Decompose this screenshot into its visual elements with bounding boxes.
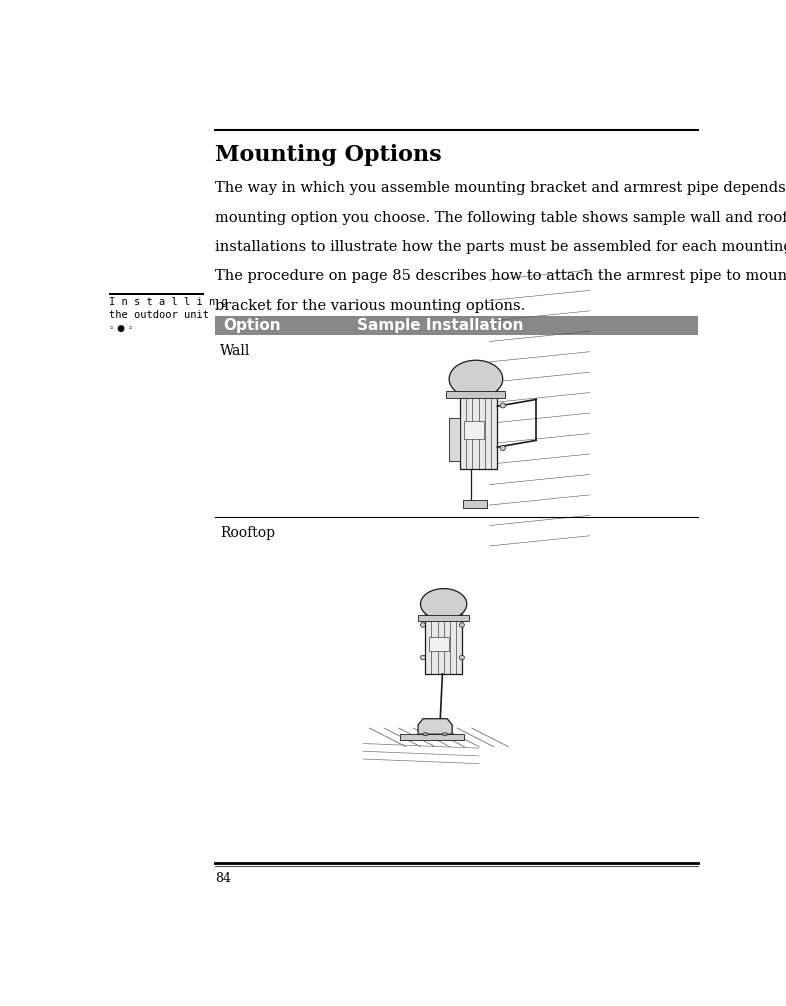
Text: the outdoor unit: the outdoor unit [109,310,209,320]
Text: The procedure on page 85 describes how to attach the armrest pipe to mounting: The procedure on page 85 describes how t… [215,270,786,284]
Bar [460,384,498,470]
Text: 84: 84 [215,872,231,885]
Text: The way in which you assemble mounting bracket and armrest pipe depends on the: The way in which you assemble mounting b… [215,181,786,195]
Text: bracket for the various mounting options.: bracket for the various mounting options… [215,299,526,313]
Polygon shape [418,718,452,734]
Bar [109,293,204,295]
Bar [418,615,469,621]
Ellipse shape [500,446,505,451]
Ellipse shape [421,623,425,628]
Bar [215,316,698,335]
Bar [464,421,484,440]
Bar [449,418,460,461]
Bar [446,391,505,397]
Text: ◦ ● ◦: ◦ ● ◦ [109,324,134,333]
Ellipse shape [443,732,447,735]
Ellipse shape [500,402,505,408]
Text: mounting option you choose. The following table shows sample wall and rooftop: mounting option you choose. The followin… [215,210,786,224]
Text: Sample Installation: Sample Installation [357,318,523,333]
Ellipse shape [460,623,465,628]
Text: Rooftop: Rooftop [220,526,275,540]
Bar [425,609,462,674]
Ellipse shape [421,589,467,620]
Text: Option: Option [223,318,281,333]
Text: installations to illustrate how the parts must be assembled for each mounting op: installations to illustrate how the part… [215,240,786,254]
Ellipse shape [449,360,503,397]
Text: Mounting Options: Mounting Options [215,144,442,166]
Text: Wall: Wall [220,344,251,358]
Bar [429,637,449,651]
Polygon shape [400,734,465,740]
Ellipse shape [421,655,425,660]
Ellipse shape [423,732,428,735]
Text: I n s t a l l i n g: I n s t a l l i n g [109,297,228,307]
Ellipse shape [460,655,465,660]
Polygon shape [463,500,487,508]
